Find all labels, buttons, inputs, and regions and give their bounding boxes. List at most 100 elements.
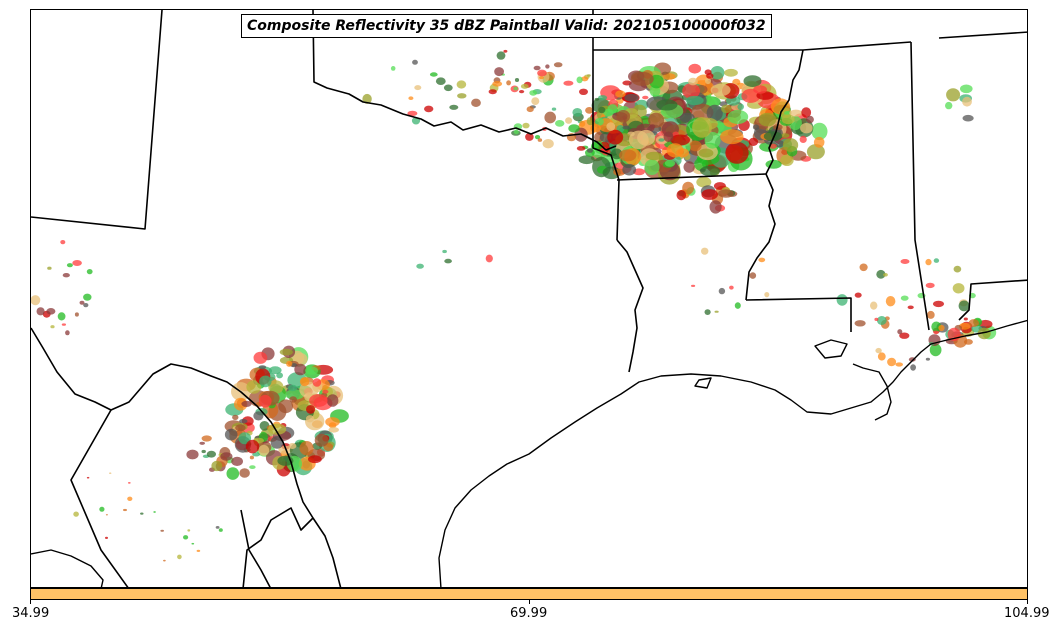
reflectivity-blob [60,240,66,245]
reflectivity-blob [598,106,606,114]
reflectivity-blob [895,362,903,367]
reflectivity-blob [977,327,991,340]
reflectivity-blob [963,317,968,321]
state-border-colorado-east [31,10,163,230]
reflectivity-blob [99,506,105,512]
reflectivity-blob [877,352,886,361]
reflectivity-blob [682,181,694,195]
reflectivity-blob [799,135,807,143]
reflectivity-blob [806,115,814,124]
reflectivity-blob [624,93,639,102]
reflectivity-blob [586,148,594,153]
reflectivity-blob [692,117,712,138]
colorbar-tick-label: 104.99 [1004,606,1050,621]
reflectivity-blob [551,107,557,111]
reflectivity-blob [968,319,979,327]
reflectivity-blob [676,190,687,201]
reflectivity-blob [563,80,574,86]
colorbar-tick-mark [529,600,530,604]
map-canvas [31,10,1027,587]
reflectivity-blob [704,309,711,315]
reflectivity-blob [545,64,550,69]
reflectivity-blob [720,129,744,145]
reflectivity-blob [579,88,588,96]
reflectivity-blob [704,132,721,149]
reflectivity-blob [206,450,216,458]
state-border-arkansas-west [592,10,620,241]
reflectivity-blob [513,129,519,135]
reflectivity-blob [258,394,272,408]
reflectivity-blob [86,269,93,275]
state-border-arkansas-south [616,173,767,181]
reflectivity-blob [758,257,766,263]
reflectivity-blob [606,122,616,131]
reflectivity-blob [435,77,446,85]
reflectivity-blob [73,511,79,517]
reflectivity-blob [299,377,310,387]
reflectivity-blob [578,155,595,165]
reflectivity-blob [407,110,418,117]
reflectivity-blob [47,266,52,270]
reflectivity-blob [734,302,741,309]
reflectivity-blob [232,414,239,420]
reflectivity-blob [801,107,812,118]
reflectivity-blob [286,360,293,367]
map-title: Composite Reflectivity 35 dBZ Paintball … [241,14,772,38]
reflectivity-blob [123,508,127,512]
reflectivity-blob [186,449,199,460]
reflectivity-blob [729,285,734,290]
reflectivity-blob [926,310,935,319]
colorbar-tick-label: 69.99 [510,606,548,621]
reflectivity-blob [503,49,508,53]
reflectivity-blob [246,380,262,394]
reflectivity-blob [658,138,665,142]
reflectivity-blob [649,124,656,129]
reflectivity-blob [883,273,888,277]
reflectivity-blob [962,96,972,107]
reflectivity-blob [642,95,649,100]
reflectivity-blob [783,111,791,115]
reflectivity-blob [925,357,931,361]
coastline-delta [852,363,892,421]
reflectivity-blob [306,405,316,414]
reflectivity-blob [938,324,945,332]
reflectivity-blob [231,456,244,466]
reflectivity-blob [252,452,261,457]
reflectivity-blob [758,112,777,127]
reflectivity-blob [718,189,734,198]
reflectivity-blob [874,317,879,321]
reflectivity-blob [457,93,467,99]
reflectivity-blob [519,90,525,94]
reflectivity-blob [322,389,329,394]
reflectivity-blob [907,305,914,310]
reflectivity-blob [83,303,89,308]
reflectivity-blob [288,443,297,449]
reflectivity-blob [494,67,504,77]
reflectivity-blob [449,104,459,110]
reflectivity-blob [962,114,974,122]
reflectivity-blob [362,93,372,104]
reflectivity-blob [61,323,66,326]
reflectivity-blob [595,117,604,126]
state-border-mississippi-river [745,49,804,301]
reflectivity-blob [238,432,252,445]
reflectivity-blob [689,140,702,152]
reflectivity-blob [594,97,600,101]
reflectivity-blob [278,399,294,414]
reflectivity-blob [706,73,714,79]
reflectivity-blob [721,104,732,114]
reflectivity-blob [806,144,825,160]
reflectivity-blob [429,72,438,77]
reflectivity-blob [199,441,205,445]
reflectivity-blob [299,441,314,456]
reflectivity-blob [696,176,712,188]
reflectivity-blob [789,109,803,117]
coastline-texas-gulf [438,319,1027,587]
reflectivity-paintball-layer [31,49,997,562]
reflectivity-blob [572,108,583,117]
state-border-louisiana-west [616,239,644,373]
reflectivity-blob [700,165,721,177]
reflectivity-blob [309,394,328,407]
reflectivity-blob [140,512,144,515]
state-border-alabama-florida [958,279,1027,321]
